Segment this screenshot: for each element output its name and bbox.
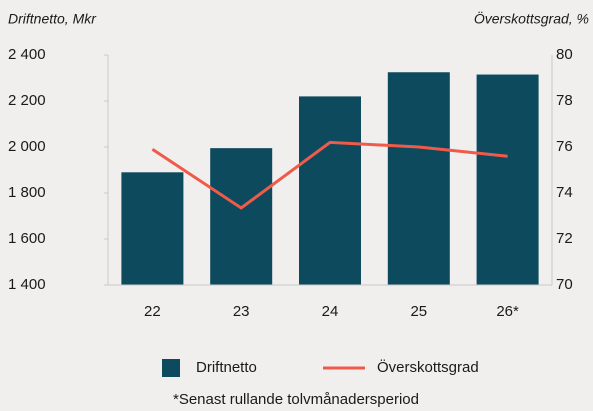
- y-tick-label: 1 400: [8, 276, 46, 293]
- y-axis-title: Driftnetto, Mkr: [8, 11, 97, 27]
- y2-tick-label: 74: [556, 184, 573, 201]
- y2-tick-label: 70: [556, 276, 573, 293]
- legend-label: Driftnetto: [196, 359, 257, 376]
- bar: [299, 96, 361, 286]
- y-tick-label: 2 000: [8, 138, 46, 155]
- x-tick-label: 26*: [496, 303, 519, 320]
- x-tick-label: 25: [410, 303, 427, 320]
- bar: [121, 172, 184, 285]
- x-tick-label: 23: [233, 303, 250, 320]
- bar: [210, 148, 273, 285]
- legend-swatch: [162, 359, 180, 377]
- x-tick-label: 24: [322, 303, 339, 320]
- footnote: *Senast rullande tolvmånadersperiod: [173, 391, 419, 408]
- legend-label: Överskottsgrad: [377, 358, 479, 376]
- line: [151, 140, 508, 210]
- y2-axis-title: Överskottsgrad, %: [474, 10, 589, 27]
- y-tick-label: 2 400: [8, 46, 46, 63]
- y-tick-label: 1 600: [8, 230, 46, 247]
- bar: [476, 74, 539, 285]
- y2-tick-label: 76: [556, 138, 573, 155]
- y2-tick-label: 78: [556, 92, 573, 109]
- y-tick-label: 2 200: [8, 92, 46, 109]
- y-tick-label: 1 800: [8, 184, 46, 201]
- x-tick-label: 22: [144, 303, 161, 320]
- bar: [387, 72, 450, 285]
- y2-tick-label: 72: [556, 230, 573, 247]
- y2-tick-label: 80: [556, 46, 573, 63]
